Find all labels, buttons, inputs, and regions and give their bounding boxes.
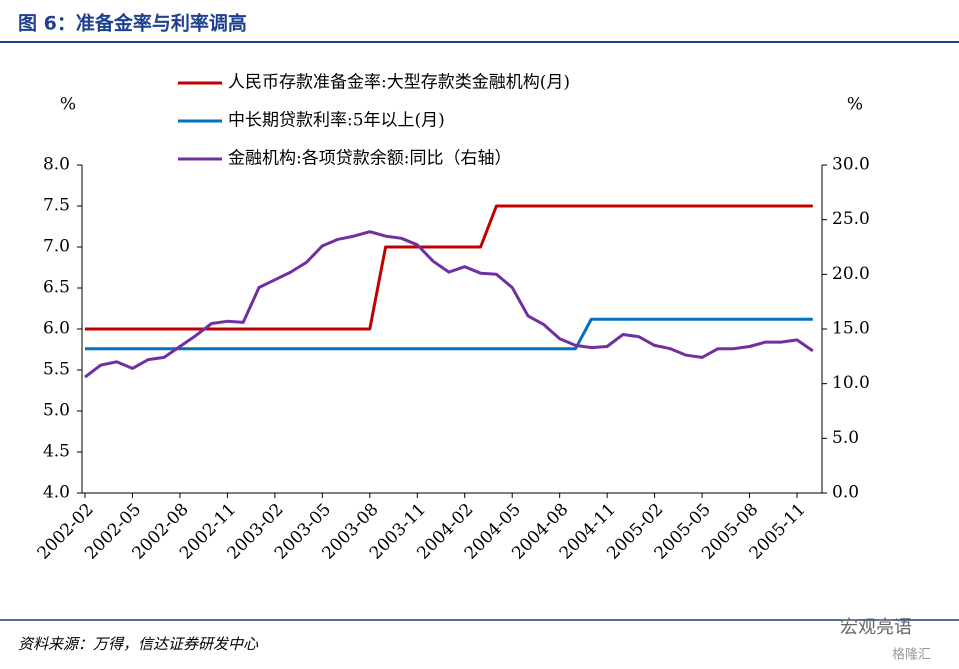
y2-tick-label: 20.0 (832, 264, 870, 284)
y-tick-label: 6.0 (43, 319, 70, 339)
y-tick-label: 6.5 (43, 278, 70, 298)
legend-label: 中长期贷款利率:5年以上(月) (228, 111, 445, 131)
brand: 格隆汇 (892, 647, 931, 663)
y-tick-label: 5.0 (43, 401, 70, 421)
y2-tick-label: 5.0 (832, 428, 859, 448)
y2-tick-label: 30.0 (832, 155, 870, 175)
y-tick-label: 8.0 (43, 155, 70, 175)
series-line (85, 204, 813, 331)
legend-label: 人民币存款准备金率:大型存款类金融机构(月) (228, 73, 570, 93)
source: 资料来源：万得，信达证券研发中心 (18, 635, 259, 653)
legend-label: 金融机构:各项贷款余额:同比（右轴） (228, 149, 511, 169)
series-line (84, 230, 814, 379)
y-tick-label: 5.5 (43, 360, 70, 380)
y2-tick-label: 10.0 (832, 373, 870, 393)
y2-tick-label: 25.0 (832, 209, 870, 229)
y-tick-label: 7.5 (43, 196, 70, 216)
watermark: 宏观亮语 (840, 617, 912, 638)
y-tick-label: 7.0 (43, 237, 70, 257)
series-line (85, 317, 813, 351)
y2-unit: % (847, 95, 863, 115)
chart-title: 图 6：准备金率与利率调高 (18, 12, 247, 35)
y-tick-label: 4.0 (43, 483, 70, 503)
y2-tick-label: 15.0 (832, 319, 870, 339)
y2-tick-label: 0.0 (832, 483, 859, 503)
y-tick-label: 4.5 (43, 442, 70, 462)
y-unit: % (60, 95, 76, 115)
